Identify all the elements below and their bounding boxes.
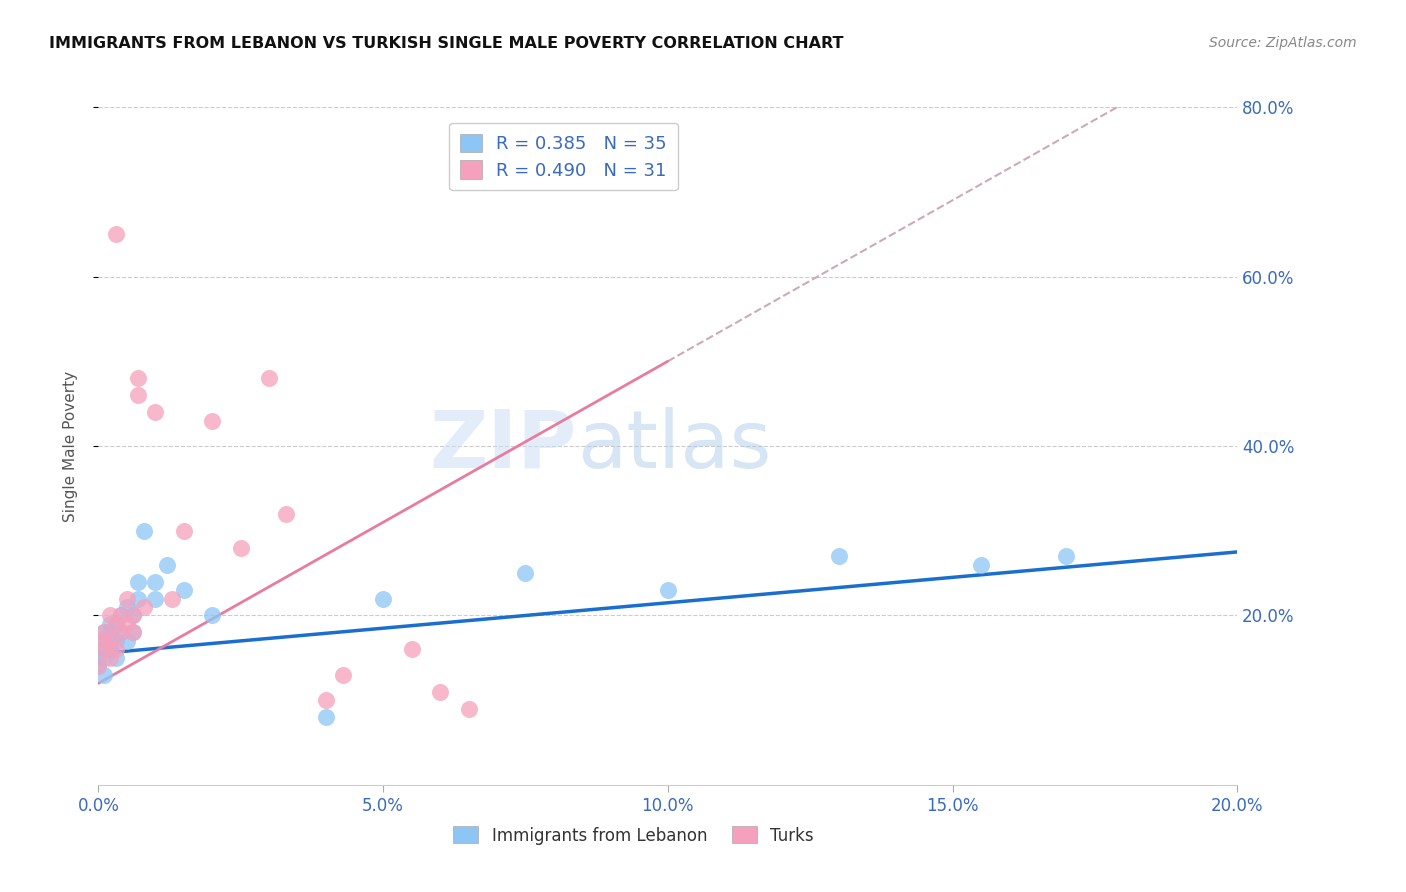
Point xyxy=(93,642,115,657)
Point xyxy=(145,405,167,419)
Point xyxy=(93,633,115,648)
Point xyxy=(127,371,149,385)
Point xyxy=(104,227,127,241)
Point xyxy=(1056,549,1078,564)
Y-axis label: Single Male Poverty: Single Male Poverty xyxy=(63,370,77,522)
Point xyxy=(98,608,121,623)
Point xyxy=(104,617,127,632)
Point xyxy=(201,608,224,623)
Point xyxy=(98,651,121,665)
Point xyxy=(401,642,423,657)
Point xyxy=(127,388,149,402)
Point xyxy=(110,625,132,640)
Point xyxy=(98,633,121,648)
Point xyxy=(156,558,179,572)
Point xyxy=(229,541,252,555)
Text: Source: ZipAtlas.com: Source: ZipAtlas.com xyxy=(1209,36,1357,50)
Point xyxy=(373,591,395,606)
Point xyxy=(104,642,127,657)
Point xyxy=(115,591,138,606)
Point xyxy=(162,591,184,606)
Point xyxy=(98,625,121,640)
Point xyxy=(87,659,110,673)
Point xyxy=(121,608,143,623)
Point xyxy=(93,667,115,681)
Point xyxy=(115,633,138,648)
Point xyxy=(132,599,155,614)
Point xyxy=(98,617,121,632)
Point xyxy=(315,693,337,707)
Point xyxy=(110,608,132,623)
Point xyxy=(315,710,337,724)
Point xyxy=(132,524,155,538)
Point xyxy=(87,659,110,673)
Point xyxy=(87,651,110,665)
Point xyxy=(145,574,167,589)
Point xyxy=(657,583,679,598)
Point xyxy=(93,625,115,640)
Point xyxy=(121,608,143,623)
Point xyxy=(515,566,537,581)
Text: atlas: atlas xyxy=(576,407,770,485)
Point xyxy=(115,599,138,614)
Point xyxy=(173,524,195,538)
Legend: Immigrants from Lebanon, Turks: Immigrants from Lebanon, Turks xyxy=(447,820,821,851)
Point xyxy=(115,617,138,632)
Point xyxy=(970,558,993,572)
Point xyxy=(127,591,149,606)
Point xyxy=(104,633,127,648)
Point xyxy=(828,549,851,564)
Text: IMMIGRANTS FROM LEBANON VS TURKISH SINGLE MALE POVERTY CORRELATION CHART: IMMIGRANTS FROM LEBANON VS TURKISH SINGL… xyxy=(49,36,844,51)
Point xyxy=(93,642,115,657)
Point xyxy=(145,591,167,606)
Point xyxy=(93,651,115,665)
Point xyxy=(93,633,115,648)
Point xyxy=(104,617,127,632)
Point xyxy=(110,625,132,640)
Point xyxy=(98,633,121,648)
Point xyxy=(110,608,132,623)
Text: ZIP: ZIP xyxy=(429,407,576,485)
Point xyxy=(127,574,149,589)
Point xyxy=(259,371,281,385)
Point xyxy=(201,414,224,428)
Point xyxy=(121,625,143,640)
Point xyxy=(276,507,298,521)
Point xyxy=(98,642,121,657)
Point xyxy=(173,583,195,598)
Point xyxy=(121,625,143,640)
Point xyxy=(332,667,354,681)
Point xyxy=(429,685,451,699)
Point xyxy=(104,651,127,665)
Point xyxy=(93,625,115,640)
Point xyxy=(457,701,479,715)
